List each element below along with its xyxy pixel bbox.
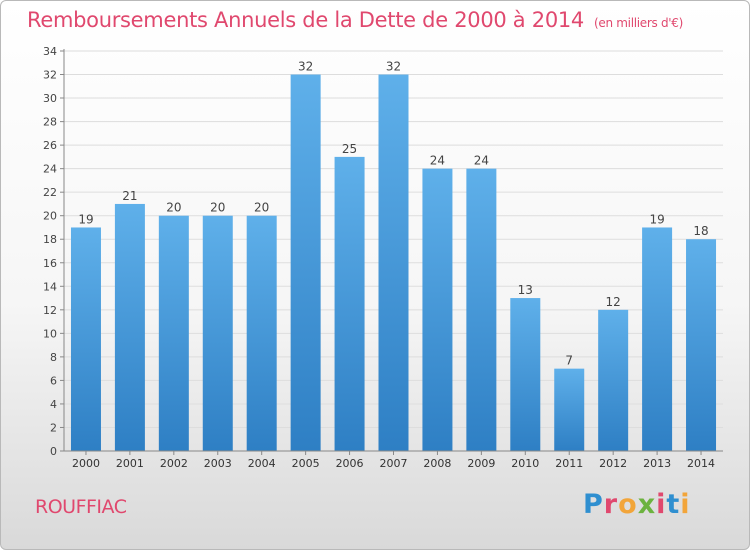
y-tick-label: 6: [50, 374, 57, 387]
x-tick-label: 2013: [643, 457, 671, 470]
data-label: 25: [342, 142, 357, 156]
bar: [202, 215, 233, 451]
x-tick-label: 2011: [555, 457, 583, 470]
bar: [290, 74, 321, 451]
y-tick-label: 24: [43, 163, 57, 176]
x-tick-label: 2000: [72, 457, 100, 470]
data-label: 20: [254, 201, 269, 215]
bar: [466, 168, 497, 451]
data-label: 24: [474, 154, 489, 168]
logo-letter: i: [656, 489, 667, 520]
y-tick-label: 26: [43, 139, 57, 152]
data-label: 21: [122, 189, 137, 203]
chart-title-text: Remboursements Annuels de la Dette de 20…: [27, 8, 584, 32]
data-label: 20: [166, 201, 181, 215]
x-tick-label: 2012: [599, 457, 627, 470]
y-tick-label: 0: [50, 445, 57, 458]
chart-unit: (en milliers d'€): [594, 16, 684, 30]
y-tick-label: 20: [43, 210, 57, 223]
bar: [598, 309, 629, 451]
x-tick-label: 2008: [423, 457, 451, 470]
bar: [422, 168, 453, 451]
y-tick-label: 4: [50, 398, 57, 411]
bar: [158, 215, 189, 451]
data-label: 12: [606, 295, 621, 309]
data-label: 13: [518, 283, 533, 297]
y-tick-label: 2: [50, 421, 57, 434]
x-tick-label: 2009: [467, 457, 495, 470]
data-label: 20: [210, 201, 225, 215]
x-tick-label: 2007: [380, 457, 408, 470]
x-tick-label: 2014: [687, 457, 715, 470]
proxiti-logo: Proxiti: [583, 489, 691, 520]
bar: [246, 215, 277, 451]
bars: [70, 74, 717, 451]
x-tick-label: 2004: [248, 457, 276, 470]
y-tick-label: 12: [43, 304, 57, 317]
y-tick-label: 14: [43, 280, 57, 293]
y-tick-label: 32: [43, 69, 57, 82]
y-tick-label: 10: [43, 327, 57, 340]
y-tick-label: 34: [43, 45, 57, 58]
logo-letter: o: [618, 489, 638, 520]
logo-letter: t: [666, 489, 681, 520]
data-label: 7: [565, 354, 573, 368]
axes: [60, 49, 723, 455]
bar: [114, 203, 145, 451]
data-label: 19: [649, 212, 664, 226]
y-tick-label: 22: [43, 186, 57, 199]
x-tick-label: 2010: [511, 457, 539, 470]
bar: [642, 227, 673, 451]
data-label: 24: [430, 154, 445, 168]
logo-letter: P: [583, 489, 604, 520]
logo-letter: x: [637, 489, 657, 520]
y-tick-label: 16: [43, 257, 57, 270]
bar: [554, 368, 585, 451]
chart-title: Remboursements Annuels de la Dette de 20…: [27, 8, 683, 32]
bar: [378, 74, 409, 451]
bar: [334, 156, 365, 451]
x-tick-label: 2006: [336, 457, 364, 470]
data-label: 32: [298, 60, 313, 74]
bar: [70, 227, 101, 451]
logo-letter: i: [680, 489, 691, 520]
x-tick-label: 2005: [292, 457, 320, 470]
logo-letter: r: [603, 489, 619, 520]
bar: [686, 239, 717, 451]
y-tick-label: 8: [50, 351, 57, 364]
labels: 0246810121416182022242628303234192000212…: [43, 45, 715, 470]
x-tick-label: 2002: [160, 457, 188, 470]
data-label: 18: [693, 224, 708, 238]
commune-name: ROUFFIAC: [35, 496, 127, 518]
data-label: 19: [78, 212, 93, 226]
x-tick-label: 2001: [116, 457, 144, 470]
data-label: 32: [386, 60, 401, 74]
y-tick-label: 30: [43, 92, 57, 105]
bar: [510, 298, 541, 451]
x-tick-label: 2003: [204, 457, 232, 470]
y-tick-label: 28: [43, 116, 57, 129]
y-tick-label: 18: [43, 233, 57, 246]
